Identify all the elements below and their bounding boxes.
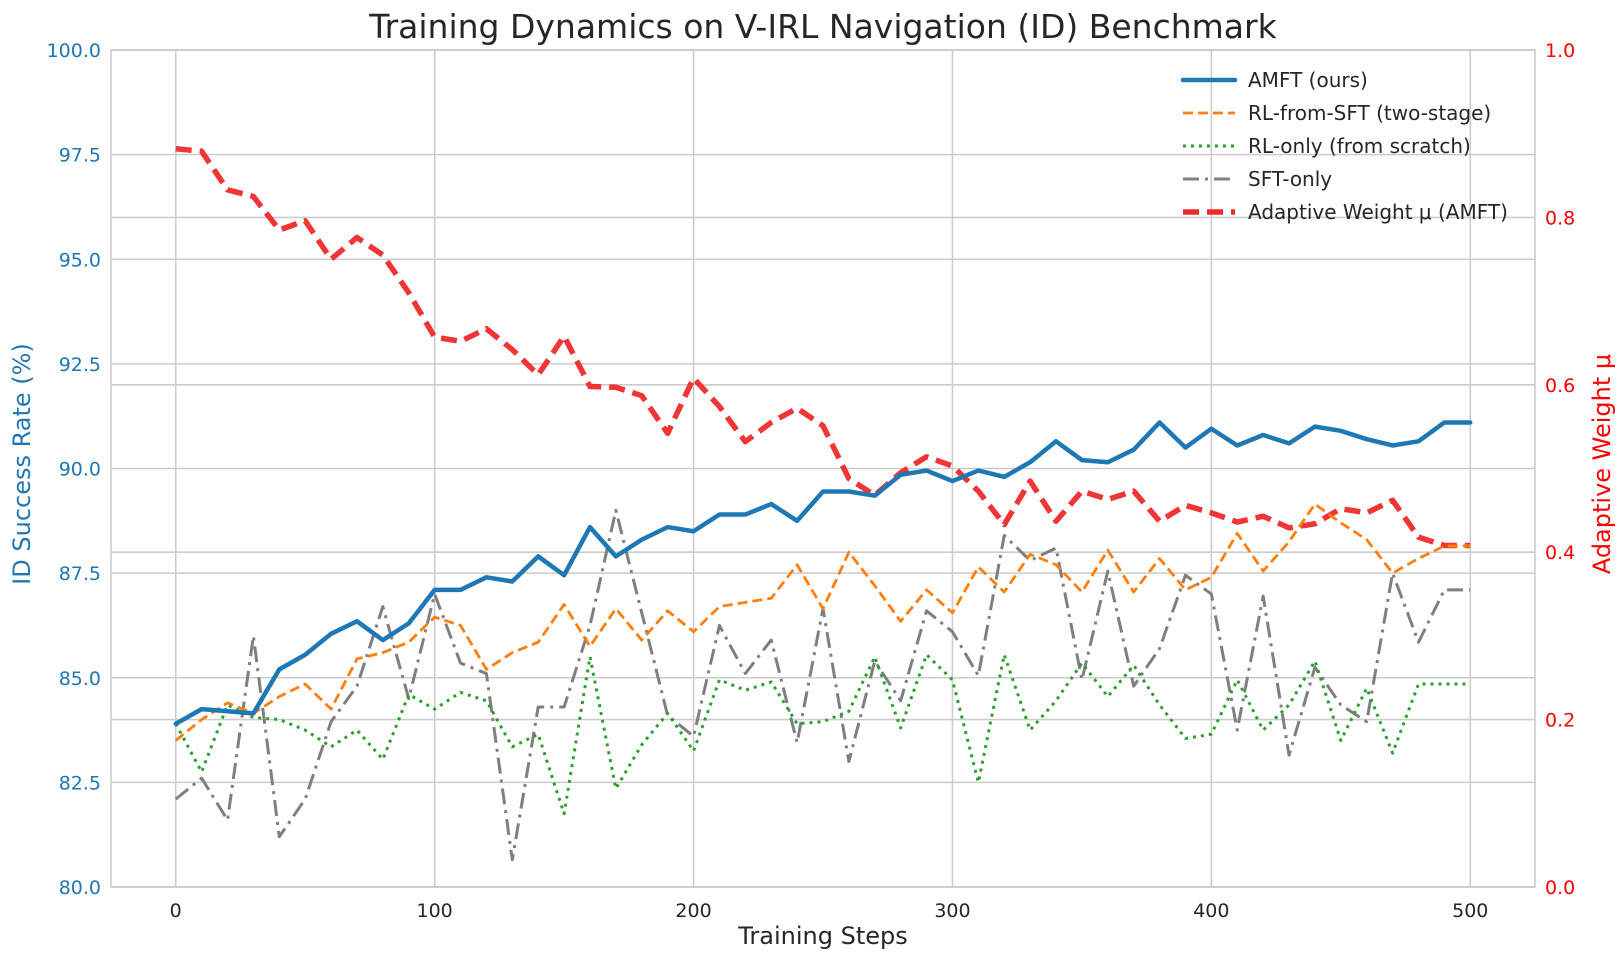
legend-label: RL-from-SFT (two-stage) bbox=[1248, 101, 1491, 125]
legend-label: RL-only (from scratch) bbox=[1248, 134, 1471, 158]
y-tick-label: 90.0 bbox=[59, 459, 101, 481]
y2-tick-label: 0.4 bbox=[1545, 542, 1575, 564]
series-line-1 bbox=[174, 502, 1471, 742]
y2-tick-label: 0.6 bbox=[1545, 375, 1575, 397]
x-tick-label: 200 bbox=[675, 900, 711, 922]
y-tick-label: 95.0 bbox=[59, 249, 101, 271]
legend: AMFT (ours) RL-from-SFT (two-stage) RL-onl… bbox=[1180, 68, 1508, 224]
legend-label: Adaptive Weight μ (AMFT) bbox=[1248, 200, 1508, 224]
chart-title: Training Dynamics on V-IRL Navigation (I… bbox=[368, 7, 1277, 46]
x-tick-label: 100 bbox=[417, 900, 453, 922]
y2-tick-label: 0.0 bbox=[1545, 877, 1575, 899]
y-axis-title: ID Success Rate (%) bbox=[8, 343, 36, 585]
x-tick-label: 0 bbox=[170, 900, 182, 922]
legend-label: AMFT (ours) bbox=[1248, 68, 1368, 92]
y2-tick-label: 0.2 bbox=[1545, 710, 1575, 732]
y2-tick-label: 1.0 bbox=[1545, 40, 1575, 62]
y-tick-label: 92.5 bbox=[59, 354, 101, 376]
tick-labels: 0 100 200 300 400 500 80.0 82.5 85.0 87.5 90.0 92.5… bbox=[47, 40, 1576, 922]
y-tick-label: 85.0 bbox=[59, 668, 101, 690]
y-tick-label: 80.0 bbox=[59, 877, 101, 899]
series-line-0 bbox=[173, 420, 1473, 727]
x-tick-label: 400 bbox=[1193, 900, 1229, 922]
legend-label: SFT-only bbox=[1248, 167, 1332, 191]
y2-axis-title: Adaptive Weight μ bbox=[1588, 354, 1616, 574]
y-tick-label: 82.5 bbox=[59, 772, 101, 794]
plot-frame bbox=[110, 49, 1536, 888]
x-axis-title: Training Steps bbox=[737, 922, 907, 950]
x-tick-label: 300 bbox=[934, 900, 970, 922]
x-tick-label: 500 bbox=[1452, 900, 1488, 922]
series-line-4 bbox=[175, 146, 1471, 549]
y-tick-label: 87.5 bbox=[59, 563, 101, 585]
y-tick-label: 97.5 bbox=[59, 145, 101, 167]
y-tick-label: 100.0 bbox=[47, 40, 101, 62]
y2-tick-label: 0.8 bbox=[1545, 207, 1575, 229]
series-lines bbox=[173, 146, 1473, 862]
plot-border bbox=[110, 49, 1536, 888]
